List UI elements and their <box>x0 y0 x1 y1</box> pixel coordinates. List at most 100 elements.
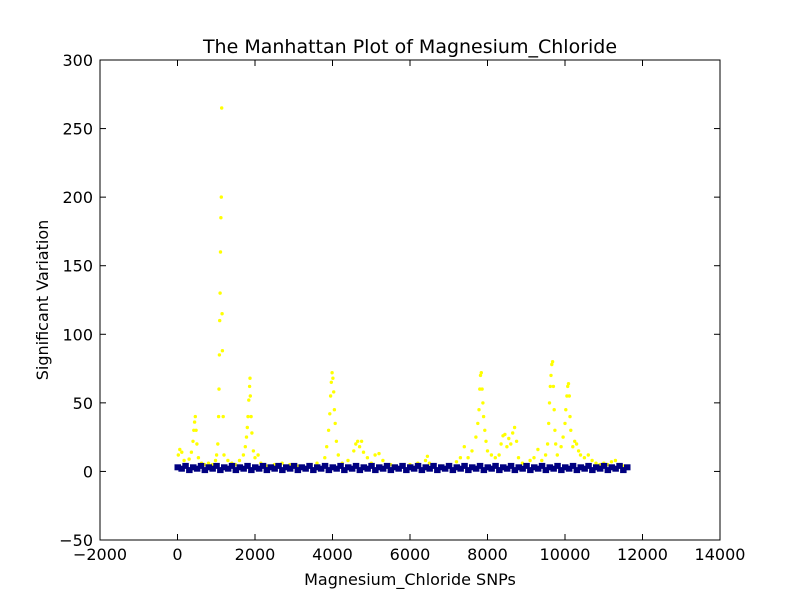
x-tick-label: 14000 <box>695 545 746 564</box>
snp-point-significant <box>365 456 370 460</box>
snp-point-significant <box>332 390 336 394</box>
snp-point-baseline <box>190 464 197 471</box>
snp-point-significant <box>548 384 552 389</box>
snp-point-significant <box>333 421 337 426</box>
snp-point-significant <box>520 461 525 465</box>
snp-point-significant <box>512 425 517 430</box>
snp-point-significant <box>217 387 221 391</box>
snp-point-significant <box>206 461 211 465</box>
snp-point-significant <box>217 353 222 357</box>
snp-point-baseline <box>410 465 418 472</box>
snp-point-significant <box>357 445 362 449</box>
snp-point-baseline <box>554 462 561 469</box>
snp-point-significant <box>220 106 224 110</box>
snp-point-baseline <box>221 464 228 471</box>
snp-point-significant <box>193 414 197 419</box>
snp-point-significant <box>505 445 509 449</box>
snp-point-significant <box>540 458 544 463</box>
snp-point-baseline <box>399 462 406 469</box>
snp-point-significant <box>214 453 219 457</box>
snp-point-significant <box>569 428 573 432</box>
snp-point-baseline <box>213 462 220 469</box>
snp-point-significant <box>574 442 579 446</box>
y-tick-label: 300 <box>62 51 93 70</box>
snp-point-baseline <box>507 462 515 469</box>
snp-point-significant <box>545 442 550 446</box>
snp-point-baseline <box>356 467 364 474</box>
snp-point-significant <box>218 318 222 323</box>
snp-point-baseline <box>585 462 592 469</box>
snp-point-significant <box>196 456 201 460</box>
y-tick-label: 0 <box>83 462 93 481</box>
snp-point-baseline <box>624 464 631 471</box>
snp-point-significant <box>356 439 360 443</box>
snp-point-baseline <box>178 465 185 472</box>
y-axis-label: Significant Variation <box>33 220 52 381</box>
snp-point-significant <box>476 421 480 426</box>
snp-point-significant <box>559 445 563 449</box>
snp-point-baseline <box>193 465 201 472</box>
snp-point-baseline <box>616 462 623 469</box>
snp-point-baseline <box>325 467 333 474</box>
snp-point-baseline <box>531 464 538 471</box>
snp-point-baseline <box>461 462 468 469</box>
snp-point-baseline <box>469 464 476 471</box>
snp-point-baseline <box>379 465 387 472</box>
snp-point-significant <box>189 450 194 454</box>
snp-point-significant <box>474 435 478 439</box>
snp-point-significant <box>489 453 494 457</box>
snp-point-significant <box>331 376 335 380</box>
snp-point-significant <box>481 414 486 419</box>
x-tick-label: 12000 <box>617 545 668 564</box>
snp-point-baseline <box>457 465 464 472</box>
snp-point-significant <box>582 456 587 460</box>
snp-point-significant <box>182 458 186 463</box>
snp-point-baseline <box>608 464 615 471</box>
snp-point-significant <box>325 445 329 449</box>
snp-point-significant <box>334 439 339 443</box>
snp-point-baseline <box>201 467 209 474</box>
snp-point-significant <box>470 449 474 453</box>
snp-point-significant <box>563 421 567 426</box>
snp-point-baseline <box>186 467 193 474</box>
x-tick-label: 4000 <box>312 545 353 564</box>
snp-point-baseline <box>546 464 553 471</box>
snp-point-significant <box>555 453 559 457</box>
snp-point-baseline <box>577 464 584 471</box>
snp-point-baseline <box>414 462 422 469</box>
snp-point-significant <box>226 458 230 463</box>
x-tick-label: 8000 <box>467 545 508 564</box>
snp-point-significant <box>218 250 223 254</box>
snp-point-significant <box>609 460 614 464</box>
snp-point-significant <box>250 431 254 435</box>
snp-point-significant <box>566 382 571 386</box>
snp-point-baseline <box>519 465 526 472</box>
snp-point-baseline <box>236 464 243 471</box>
snp-point-significant <box>194 428 198 432</box>
snp-point-baseline <box>500 464 507 471</box>
snp-point-baseline <box>267 464 274 471</box>
snp-point-baseline <box>197 462 205 469</box>
snp-point-significant <box>354 442 358 446</box>
snp-point-baseline <box>279 467 286 474</box>
snp-point-significant <box>192 420 197 424</box>
snp-point-significant <box>247 398 251 402</box>
snp-point-baseline <box>523 462 530 469</box>
snp-point-baseline <box>534 465 542 472</box>
snp-point-significant <box>511 431 515 435</box>
snp-point-baseline <box>286 465 294 472</box>
snp-point-significant <box>547 421 551 426</box>
snp-point-significant <box>551 384 556 389</box>
snp-point-baseline <box>391 464 398 471</box>
snp-point-baseline <box>418 467 426 474</box>
snp-point-significant <box>346 458 350 463</box>
snp-point-significant <box>571 445 575 449</box>
snp-point-significant <box>326 428 331 432</box>
snp-point-baseline <box>345 464 352 471</box>
snp-point-significant <box>243 445 247 449</box>
snp-point-significant <box>576 449 581 453</box>
snp-point-significant <box>485 449 490 453</box>
x-tick-label: −2000 <box>73 545 127 564</box>
snp-point-baseline <box>275 462 282 469</box>
snp-point-baseline <box>248 467 255 474</box>
